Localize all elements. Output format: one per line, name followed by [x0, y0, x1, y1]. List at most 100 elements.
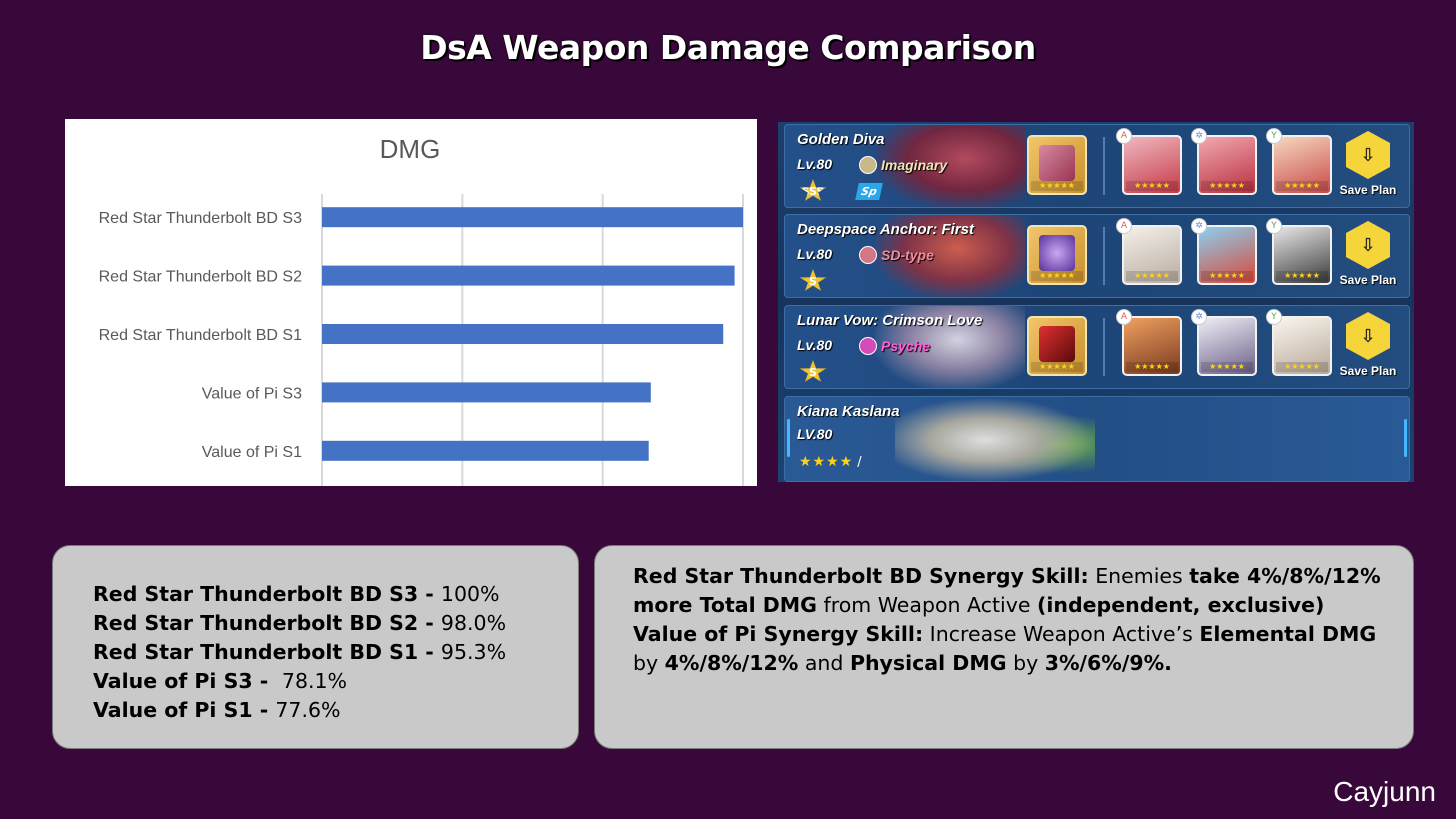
chart-svg: DMG Red Star Thunderbolt BD S3 Red Star T…	[99, 134, 744, 486]
rarity-stars-icon: ★★★★★	[1201, 362, 1253, 372]
stigmata-middle-tag-icon: ✲	[1191, 128, 1207, 144]
stigmata-bottom-slot[interactable]: ★★★★★	[1272, 225, 1332, 285]
chart-bar	[322, 207, 743, 228]
character-art	[875, 125, 1025, 207]
row-highlight-left	[787, 419, 790, 457]
rarity-stars-icon: ★★★★★	[1126, 271, 1178, 281]
plan-row-golden-diva[interactable]: Golden Diva Lv.80 Imaginary SSS Sp ★★★★★…	[784, 124, 1410, 208]
rarity-stars-icon: ★★★★★	[1031, 271, 1083, 281]
chart-bar	[322, 440, 649, 461]
character-type: SD-type	[859, 245, 934, 265]
stigmata-middle-slot[interactable]: ★★★★★	[1197, 316, 1257, 376]
save-plan-label: Save Plan	[1339, 273, 1397, 287]
stigmata-top-slot[interactable]: ★★★★★	[1122, 135, 1182, 195]
stat-value: 78.1%	[275, 669, 348, 693]
stat-line: Value of Pi S3 - 78.1%	[93, 667, 578, 696]
skill-highlight: Physical DMG	[849, 651, 1007, 675]
synergy-skill-box: Red Star Thunderbolt BD Synergy Skill: E…	[594, 545, 1414, 749]
weapon-icon	[1039, 326, 1075, 362]
sp-badge: Sp	[855, 183, 883, 200]
save-plan-icon: ⇩	[1346, 312, 1390, 360]
stat-line: Red Star Thunderbolt BD S1 - 95.3%	[93, 638, 578, 667]
character-art	[875, 306, 1025, 388]
stat-value: 77.6%	[275, 698, 341, 722]
weapon-slot[interactable]: ★★★★★	[1027, 316, 1087, 376]
save-plan-button[interactable]: ⇩ Save Plan	[1333, 131, 1403, 203]
chart-title: DMG	[380, 134, 441, 164]
character-level: LV.80	[797, 426, 833, 442]
character-type-label: Imaginary	[881, 157, 948, 173]
skill-highlight: (independent, exclusive)	[1036, 593, 1325, 617]
stigmata-bottom-tag-icon: Y	[1266, 309, 1282, 325]
chart-category-label: Red Star Thunderbolt BD S3	[99, 210, 302, 227]
weapon-icon	[1039, 235, 1075, 271]
divider	[1103, 227, 1105, 285]
save-plan-button[interactable]: ⇩ Save Plan	[1333, 312, 1403, 384]
team-plan-panel: Golden Diva Lv.80 Imaginary SSS Sp ★★★★★…	[778, 122, 1414, 482]
rank-badge: S	[799, 360, 827, 382]
character-type-label: Psyche	[881, 338, 931, 354]
stigmata-bottom-slot[interactable]: ★★★★★	[1272, 316, 1332, 376]
character-name: Kiana Kaslana	[797, 403, 900, 420]
stigmata-top-slot[interactable]: ★★★★★	[1122, 225, 1182, 285]
dmg-stats-box: Red Star Thunderbolt BD S3 - 100% Red St…	[52, 545, 579, 749]
stat-label: Red Star Thunderbolt BD S3 -	[93, 582, 441, 606]
stat-line: Red Star Thunderbolt BD S2 - 98.0%	[93, 609, 578, 638]
chart-category-label: Red Star Thunderbolt BD S1	[99, 327, 302, 344]
save-plan-button[interactable]: ⇩ Save Plan	[1333, 221, 1403, 293]
stigmata-top-tag-icon: A	[1116, 218, 1132, 234]
stat-label: Red Star Thunderbolt BD S2 -	[93, 611, 441, 635]
rarity-stars-icon: ★★★★★	[1201, 271, 1253, 281]
stat-value: 95.3%	[440, 640, 507, 664]
stigmata-bottom-slot[interactable]: ★★★★★	[1272, 135, 1332, 195]
character-level: Lv.80	[797, 337, 833, 353]
skill-text: Enemies	[1088, 564, 1190, 588]
weapon-slot[interactable]: ★★★★★	[1027, 135, 1087, 195]
skill-name: Value of Pi Synergy Skill:	[633, 622, 924, 646]
plan-row-kiana-kaslana[interactable]: Kiana Kaslana LV.80 ★★★★ /	[784, 396, 1410, 482]
stigmata-bottom-tag-icon: Y	[1266, 218, 1282, 234]
rarity-stars-icon: ★★★★★	[1276, 362, 1328, 372]
stigmata-top-slot[interactable]: ★★★★★	[1122, 316, 1182, 376]
plan-row-lunar-vow[interactable]: Lunar Vow: Crimson Love Lv.80 Psyche S ★…	[784, 305, 1410, 389]
skill-highlight: take 4%/8%/12% more Total DMG	[633, 564, 1381, 617]
plan-row-deepspace-anchor[interactable]: Deepspace Anchor: First Lv.80 SD-type S …	[784, 214, 1410, 298]
stat-label: Value of Pi S3 -	[93, 669, 276, 693]
stigmata-middle-slot[interactable]: ★★★★★	[1197, 225, 1257, 285]
red-star-synergy-text: Red Star Thunderbolt BD Synergy Skill: E…	[633, 562, 1383, 620]
stat-label: Value of Pi S1 -	[93, 698, 276, 722]
skill-highlight: 4%/8%/12%	[664, 651, 799, 675]
rarity-stars-icon: ★★★★★	[1126, 362, 1178, 372]
psyche-type-icon	[859, 337, 877, 355]
chart-bar	[322, 382, 651, 403]
character-name: Lunar Vow: Crimson Love	[797, 312, 983, 329]
character-type-label: SD-type	[881, 247, 934, 263]
value-of-pi-synergy-text: Value of Pi Synergy Skill: Increase Weap…	[633, 620, 1383, 678]
author-credit: Cayjunn	[1333, 776, 1436, 807]
rarity-stars-icon: ★★★★★	[1126, 181, 1178, 191]
skill-text: from Weapon Active	[816, 593, 1037, 617]
character-stars: ★★★★ /	[799, 454, 863, 470]
character-art	[875, 215, 1025, 297]
rarity-stars-icon: ★★★★★	[1031, 362, 1083, 372]
imaginary-type-icon	[859, 156, 877, 174]
sd-type-icon	[859, 246, 877, 264]
stigmata-bottom-tag-icon: Y	[1266, 128, 1282, 144]
chart-category-label: Red Star Thunderbolt BD S2	[99, 269, 302, 286]
divider	[1103, 137, 1105, 195]
page-title: DsA Weapon Damage Comparison	[420, 28, 1036, 67]
character-name: Golden Diva	[797, 131, 885, 148]
stigmata-middle-tag-icon: ✲	[1191, 309, 1207, 325]
save-plan-icon: ⇩	[1346, 131, 1390, 179]
save-plan-icon: ⇩	[1346, 221, 1390, 269]
stat-value: 98.0%	[440, 611, 507, 635]
stat-value: 100%	[440, 582, 500, 606]
chart-category-label: Value of Pi S1	[202, 444, 302, 461]
skill-text: by	[1006, 651, 1045, 675]
skill-highlight: 3%/6%/9%.	[1044, 651, 1172, 675]
chart-bar	[322, 265, 735, 286]
stigmata-middle-slot[interactable]: ★★★★★	[1197, 135, 1257, 195]
weapon-slot[interactable]: ★★★★★	[1027, 225, 1087, 285]
rarity-stars-icon: ★★★★★	[1201, 181, 1253, 191]
skill-text: Increase Weapon Active’s	[923, 622, 1200, 646]
